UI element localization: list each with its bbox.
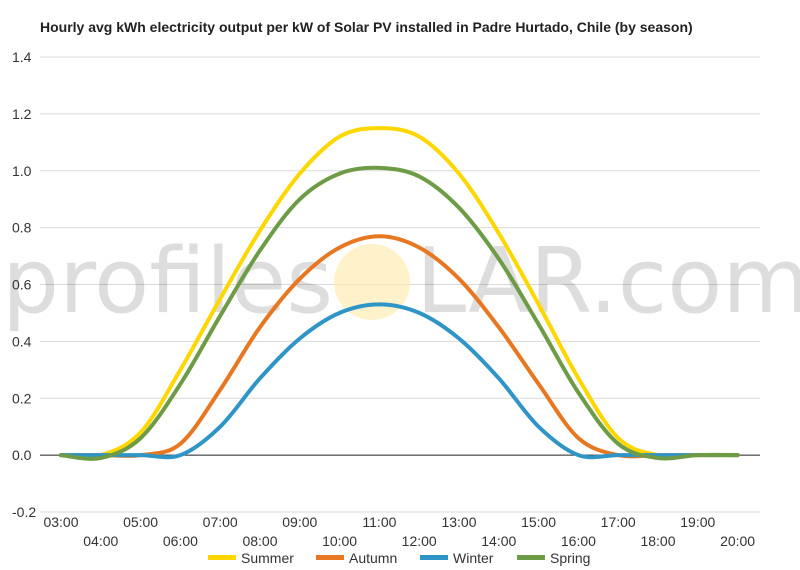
legend-swatch bbox=[517, 555, 545, 560]
x-tick-label: 04:00 bbox=[83, 533, 118, 549]
legend: Summer Autumn Winter Spring bbox=[208, 550, 590, 566]
x-tick-label: 06:00 bbox=[163, 533, 198, 549]
y-tick-label: -0.2 bbox=[12, 504, 36, 520]
series-line-summer bbox=[59, 126, 740, 459]
series-line-winter bbox=[59, 302, 740, 460]
legend-label: Winter bbox=[453, 550, 494, 566]
legend-item-spring: Spring bbox=[517, 550, 590, 566]
legend-swatch bbox=[316, 555, 344, 560]
x-tick-label: 14:00 bbox=[481, 533, 516, 549]
x-tick-label: 07:00 bbox=[203, 514, 238, 530]
x-tick-label: 18:00 bbox=[640, 533, 675, 549]
legend-label: Autumn bbox=[349, 550, 397, 566]
watermark-right-text: LAR.com bbox=[416, 229, 800, 334]
y-axis-ticks: -0.2 0.0 0.2 0.4 0.6 0.8 1.0 1.2 1.4 bbox=[12, 49, 36, 520]
series-lines bbox=[59, 126, 740, 461]
y-tick-label: 0.6 bbox=[12, 277, 32, 293]
x-tick-label: 15:00 bbox=[521, 514, 556, 530]
x-tick-label: 12:00 bbox=[402, 533, 437, 549]
y-tick-label: 1.0 bbox=[12, 163, 32, 179]
x-tick-label: 09:00 bbox=[282, 514, 317, 530]
series-line-spring bbox=[59, 165, 740, 461]
legend-swatch bbox=[420, 555, 448, 560]
y-tick-label: 0.2 bbox=[12, 390, 32, 406]
legend-item-winter: Winter bbox=[420, 550, 494, 566]
chart-title: Hourly avg kWh electricity output per kW… bbox=[40, 19, 693, 35]
x-tick-label: 08:00 bbox=[242, 533, 277, 549]
legend-label: Spring bbox=[550, 550, 590, 566]
y-tick-label: 1.4 bbox=[12, 49, 32, 65]
x-tick-label: 10:00 bbox=[322, 533, 357, 549]
x-tick-label: 19:00 bbox=[680, 514, 715, 530]
x-tick-label: 16:00 bbox=[561, 533, 596, 549]
x-tick-label: 13:00 bbox=[441, 514, 476, 530]
legend-label: Summer bbox=[241, 550, 294, 566]
watermark-left-text: profiles bbox=[2, 229, 333, 334]
watermark-sun-icon bbox=[334, 244, 410, 320]
legend-item-autumn: Autumn bbox=[316, 550, 397, 566]
x-tick-label: 20:00 bbox=[720, 533, 755, 549]
x-tick-label: 05:00 bbox=[123, 514, 158, 530]
y-tick-label: 1.2 bbox=[12, 106, 32, 122]
legend-item-summer: Summer bbox=[208, 550, 294, 566]
y-tick-label: 0.8 bbox=[12, 220, 32, 236]
x-tick-label: 11:00 bbox=[362, 514, 396, 530]
legend-swatch bbox=[208, 555, 236, 560]
x-tick-label: 03:00 bbox=[43, 514, 78, 530]
y-tick-label: 0.4 bbox=[12, 333, 32, 349]
x-tick-label: 17:00 bbox=[601, 514, 636, 530]
y-tick-label: 0.0 bbox=[12, 447, 32, 463]
watermark: profiles LAR.com bbox=[2, 229, 800, 334]
